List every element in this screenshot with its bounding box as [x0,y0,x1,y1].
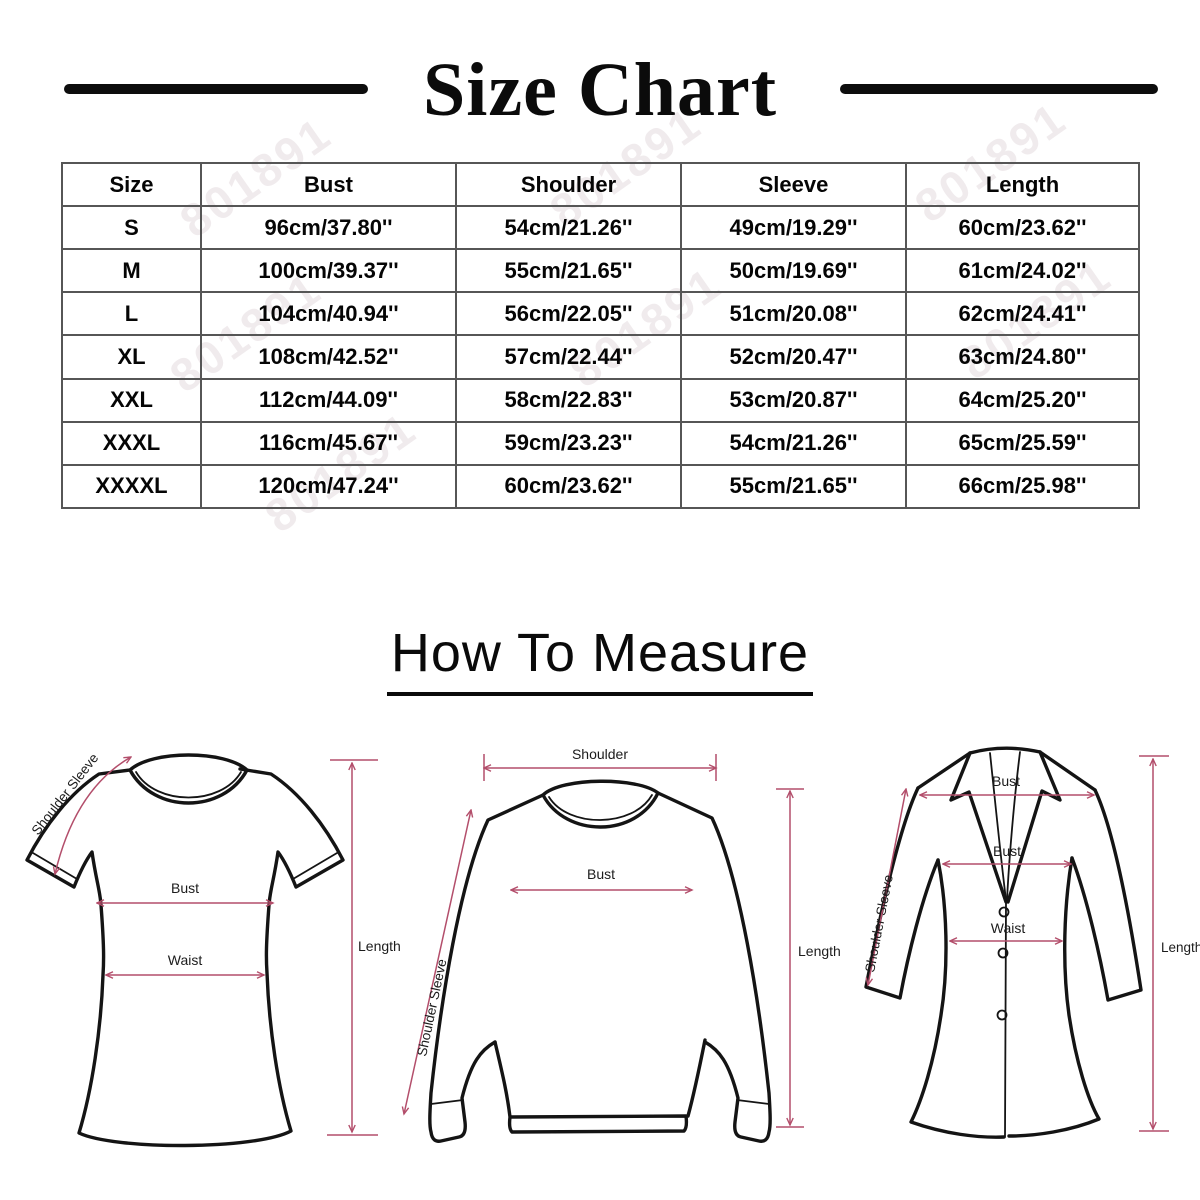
size-table: Size Bust Shoulder Sleeve Length S 96cm/… [61,162,1140,510]
sweatshirt-diagram: Shoulder Bust Shoulder Sleeve Length [395,746,841,1143]
table-cell: 96cm/37.80'' [200,204,457,251]
table-cell: XXXXL [61,463,202,510]
table-row: L 104cm/40.94'' 56cm/22.05'' 51cm/20.08'… [61,291,1140,337]
table-cell: L [61,291,202,337]
table-cell: XXL [61,377,202,423]
table-cell: 54cm/21.26'' [680,420,907,466]
col-header-sleeve: Sleeve [680,162,907,207]
table-cell: 52cm/20.47'' [680,334,907,380]
table-cell: XXXL [61,420,202,466]
shoulder-sleeve-arrow [404,810,471,1114]
how-to-measure-title: How To Measure [386,622,814,696]
coat-bust-label: Bust [993,843,1021,859]
table-cell: 65cm/25.59'' [905,420,1140,466]
table-cell: 51cm/20.08'' [680,291,907,337]
tshirt-waist-label: Waist [168,952,203,968]
table-cell: 55cm/21.65'' [455,248,682,294]
table-cell: 61cm/24.02'' [905,248,1140,294]
table-cell: 100cm/39.37'' [200,248,457,294]
table-cell: XL [61,334,202,380]
sweatshirt-shoulder-label: Shoulder [572,746,628,762]
col-header-bust: Bust [200,162,457,207]
table-cell: 116cm/45.67'' [200,420,457,466]
table-cell: S [61,204,202,251]
coat-button [996,1009,1008,1021]
title-left-rule [64,84,368,94]
table-cell: 57cm/22.44'' [455,334,682,380]
table-cell: 66cm/25.98'' [905,463,1140,510]
tshirt-length-label: Length [358,938,401,954]
shoulder-sleeve-arrow [868,789,906,985]
table-row: XXXL 116cm/45.67'' 59cm/23.23'' 54cm/21.… [61,420,1140,466]
coat-outline [864,746,1143,1139]
table-cell: 104cm/40.94'' [200,291,457,337]
coat-shoulder-sleeve-label: Shoulder Sleeve [862,873,896,973]
table-cell: 55cm/21.65'' [680,463,907,510]
how-to-measure-section: How To Measure [0,622,1200,696]
table-cell: 49cm/19.29'' [680,204,907,251]
table-cell: M [61,248,202,294]
size-table-container: Size Bust Shoulder Sleeve Length S 96cm/… [61,162,1140,510]
tshirt-measurements: Shoulder Sleeve Bust Waist Length [29,751,401,1136]
table-header-row: Size Bust Shoulder Sleeve Length [61,162,1140,207]
sweatshirt-outline [428,779,772,1143]
table-cell: 59cm/23.23'' [455,420,682,466]
sweatshirt-length-label: Length [798,943,841,959]
table-cell: 58cm/22.83'' [455,377,682,423]
table-cell: 60cm/23.62'' [455,463,682,510]
coat-length-label: Length [1161,940,1200,955]
table-row: XXL 112cm/44.09'' 58cm/22.83'' 53cm/20.8… [61,377,1140,423]
table-cell: 120cm/47.24'' [200,463,457,510]
coat-waist-label: Waist [991,920,1026,936]
coat-diagram: Bust Bust Waist Shoulder Sleeve Length [862,746,1200,1139]
table-cell: 60cm/23.62'' [905,204,1140,251]
table-cell: 53cm/20.87'' [680,377,907,423]
sweatshirt-bust-label: Bust [587,866,615,882]
tshirt-outline [25,753,345,1148]
table-row: S 96cm/37.80'' 54cm/21.26'' 49cm/19.29''… [61,204,1140,251]
tshirt-bust-label: Bust [171,880,199,896]
coat-button [997,947,1009,959]
size-chart-title: Size Chart [422,48,778,132]
coat-bust-top-label: Bust [992,773,1020,789]
table-cell: 54cm/21.26'' [455,204,682,251]
col-header-length: Length [905,162,1140,207]
table-cell: 64cm/25.20'' [905,377,1140,423]
table-cell: 50cm/19.69'' [680,248,907,294]
shoulder-sleeve-arrow [55,757,131,874]
sweatshirt-shoulder-sleeve-label: Shoulder Sleeve [414,958,449,1058]
table-cell: 56cm/22.05'' [455,291,682,337]
table-row: M 100cm/39.37'' 55cm/21.65'' 50cm/19.69'… [61,248,1140,294]
col-header-size: Size [61,162,202,207]
table-cell: 63cm/24.80'' [905,334,1140,380]
table-row: XL 108cm/42.52'' 57cm/22.44'' 52cm/20.47… [61,334,1140,380]
table-cell: 112cm/44.09'' [200,377,457,423]
tshirt-diagram: Shoulder Sleeve Bust Waist Length [25,751,401,1148]
title-right-rule [840,84,1158,94]
table-cell: 108cm/42.52'' [200,334,457,380]
coat-button [998,906,1010,918]
size-chart-header: Size Chart [0,40,1200,140]
table-row: XXXXL 120cm/47.24'' 60cm/23.62'' 55cm/21… [61,463,1140,510]
col-header-shoulder: Shoulder [455,162,682,207]
table-cell: 62cm/24.41'' [905,291,1140,337]
